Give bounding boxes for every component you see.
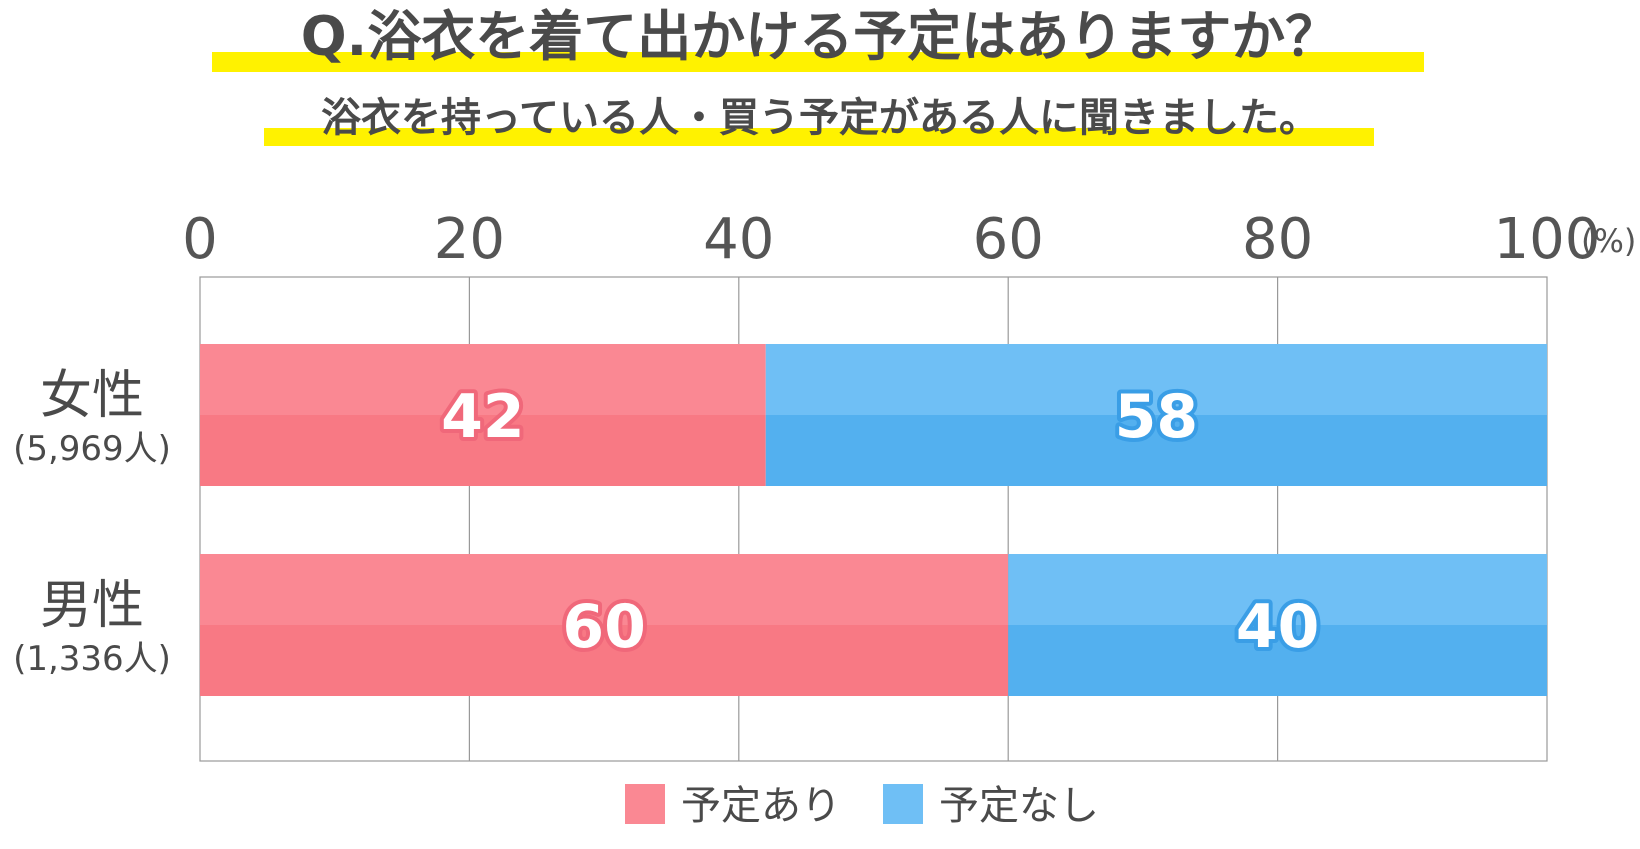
category-sublabel: (1,336人) [13, 639, 171, 679]
data-label: 60 [562, 592, 646, 662]
title-highlight [212, 52, 1424, 72]
bar-segment-yes [200, 344, 766, 415]
legend-label: 予定なし [939, 783, 1099, 829]
legend-swatch-yes [625, 784, 665, 824]
legend-swatch-no [883, 784, 923, 824]
data-label: 40 [1236, 592, 1320, 662]
x-tick-label: 80 [1242, 207, 1313, 272]
subtitle-highlight [264, 128, 1374, 146]
data-label: 58 [1115, 382, 1199, 452]
data-label: 42 [441, 382, 525, 452]
x-tick-label: 100 [1494, 207, 1601, 272]
category-label: 女性 [40, 366, 144, 426]
bar-segment-no [1008, 554, 1547, 625]
chart-subtitle: 浴衣を持っている人・買う予定がある人に聞きました。 [321, 95, 1319, 141]
chart-title: Q.浴衣を着て出かける予定はありますか？ [300, 5, 1340, 68]
legend-label: 予定あり [681, 783, 841, 829]
bar-segment-yes-lower [200, 625, 1009, 696]
x-unit-label: (%) [1581, 222, 1636, 260]
x-tick-label: 0 [182, 207, 218, 272]
bar-segment-yes [200, 554, 1009, 625]
title-area: Q.浴衣を着て出かける予定はありますか？ 浴衣を持っている人・買う予定がある人に… [0, 0, 1640, 146]
bar-segment-no-lower [765, 415, 1547, 486]
bar-segment-yes-lower [200, 415, 766, 486]
x-tick-label: 60 [973, 207, 1044, 272]
x-tick-label: 40 [703, 207, 774, 272]
category-sublabel: (5,969人) [13, 429, 171, 469]
bar-segment-no [765, 344, 1547, 415]
category-label: 男性 [40, 576, 144, 636]
x-tick-label: 20 [434, 207, 505, 272]
bar-segment-no-lower [1008, 625, 1547, 696]
